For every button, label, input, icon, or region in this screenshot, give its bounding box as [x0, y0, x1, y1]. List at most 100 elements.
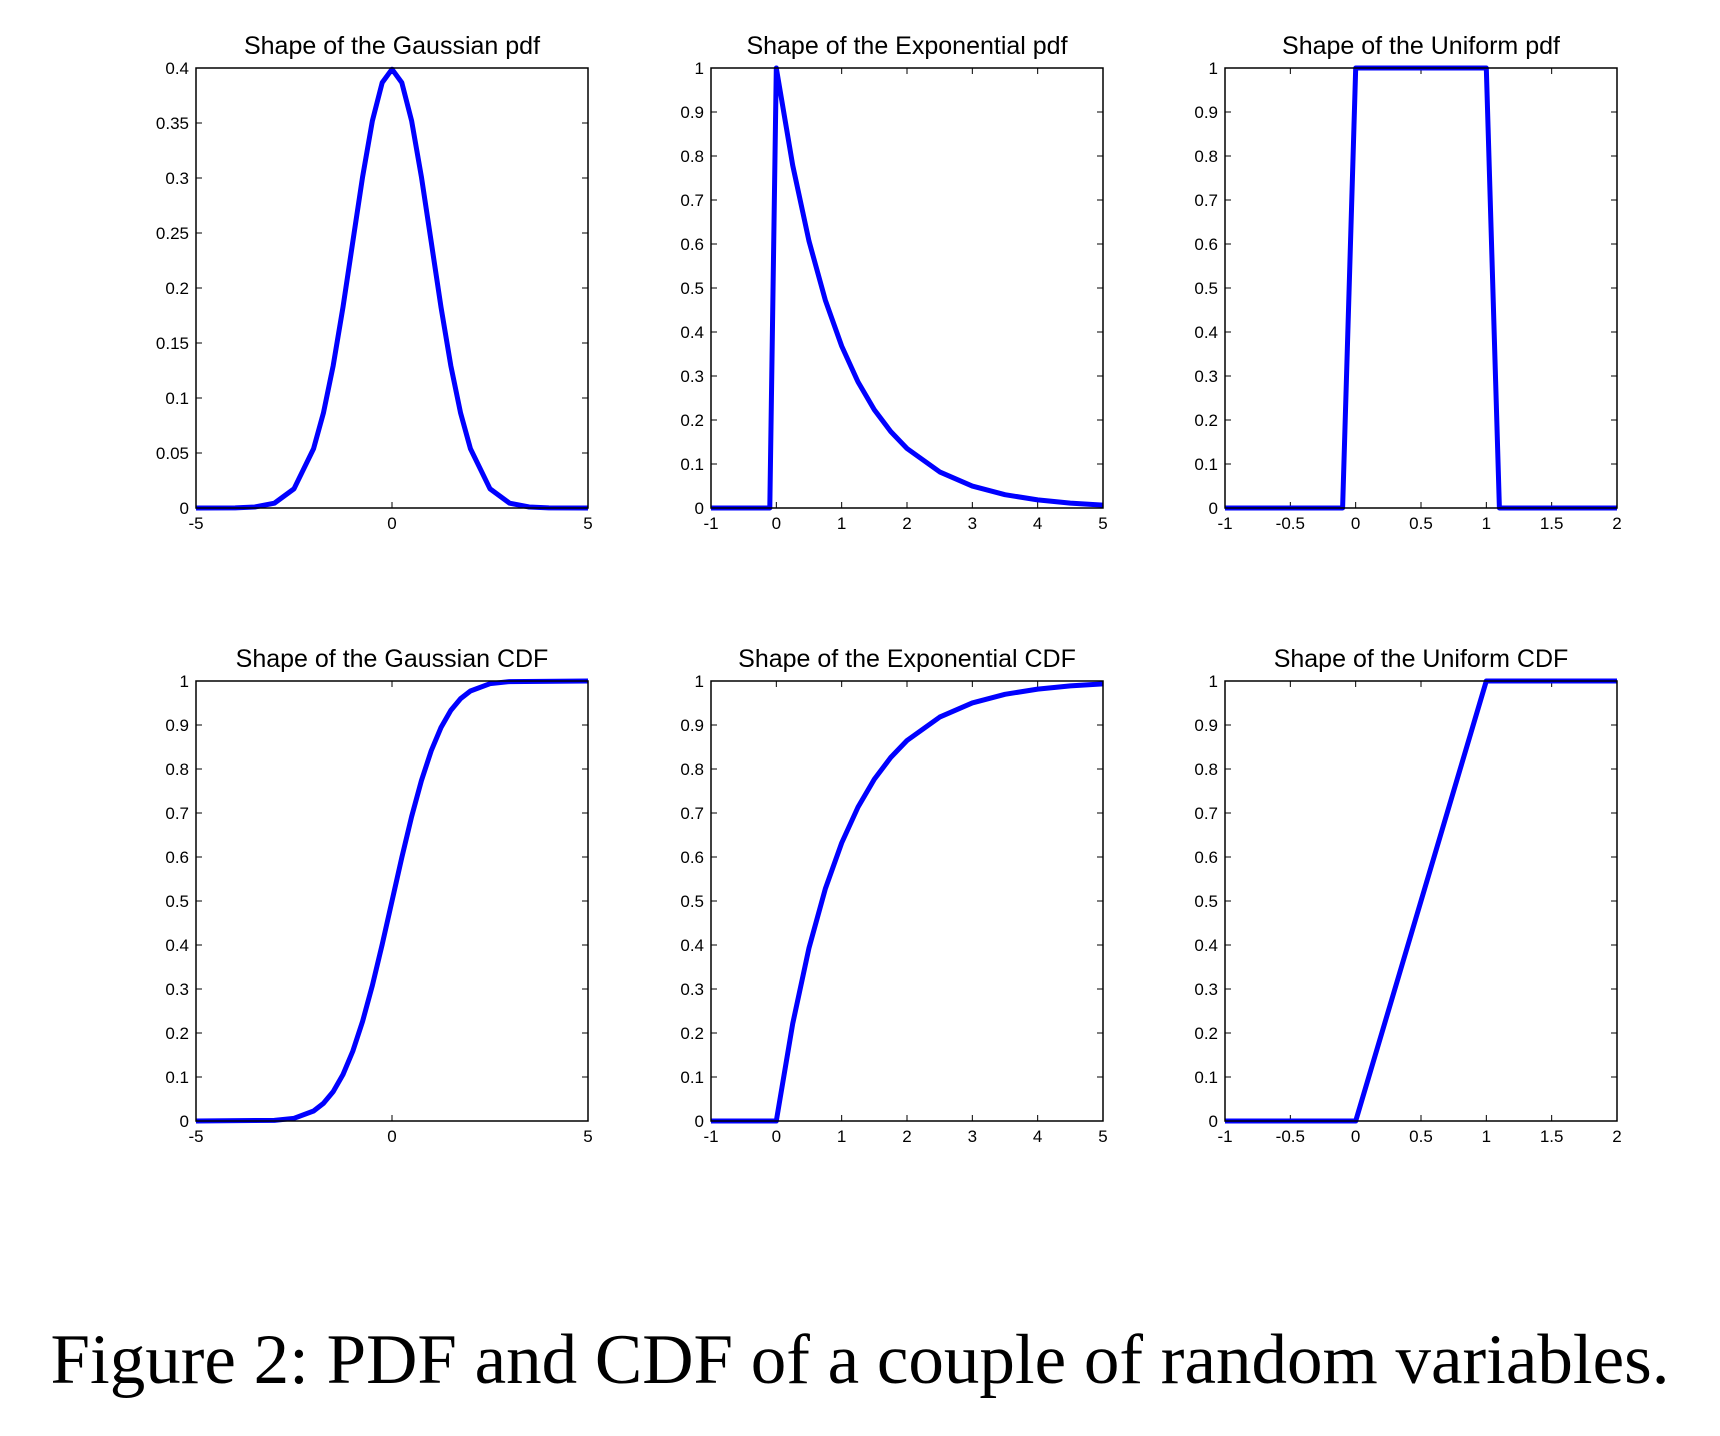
y-tick-label: 0 [1209, 1112, 1218, 1131]
y-tick-label: 0.7 [165, 804, 189, 823]
chart-title: Shape of the Exponential CDF [738, 645, 1076, 673]
x-tick-label: 3 [968, 514, 977, 533]
y-tick-label: 1 [695, 672, 704, 691]
chart-5: Shape of the Exponential CDF 0 0.1 0.2 0.3 0.… [680, 645, 1107, 1146]
series-line [1225, 678, 1617, 1124]
y-tick-label: 0.35 [156, 114, 189, 133]
y-tick-label: 0.4 [1194, 323, 1218, 342]
y-tick-label: 0.1 [680, 455, 704, 474]
y-tick-label: 0.4 [680, 936, 704, 955]
y-tick-label: 0.9 [1194, 716, 1218, 735]
x-tick-label: 2 [1612, 1127, 1621, 1146]
y-tick-label: 0.1 [165, 1068, 189, 1087]
y-tick-label: 0.5 [165, 892, 189, 911]
x-tick-label: 1.5 [1540, 1127, 1564, 1146]
chart-4: Shape of the Gaussian CDF 0 0.1 0.2 0.3 0.4 0.… [165, 645, 592, 1146]
y-tick-label: 0.3 [1194, 367, 1218, 386]
y-tick-label: 0.6 [680, 848, 704, 867]
y-tick-label: 0.8 [680, 147, 704, 166]
series-line [195, 66, 589, 511]
y-tick-label: 0.1 [1194, 1068, 1218, 1087]
y-tick-label: 1 [695, 59, 704, 78]
y-tick-label: 0.6 [165, 848, 189, 867]
x-tick-label: 2 [1612, 514, 1621, 533]
y-tick-label: 0.3 [165, 169, 189, 188]
y-tick-label: 0 [695, 1112, 704, 1131]
series-line [1225, 65, 1617, 511]
chart-title: Shape of the Uniform CDF [1274, 645, 1569, 673]
chart-title: Shape of the Uniform pdf [1282, 32, 1560, 60]
y-tick-label: 0.3 [680, 980, 704, 999]
y-tick-label: 0.9 [1194, 103, 1218, 122]
y-tick-label: 0.7 [1194, 191, 1218, 210]
y-tick-label: 0 [695, 499, 704, 518]
chart-3: Shape of the Uniform pdf 0 0.1 0.2 0.3 0.4 0.5… [1194, 32, 1621, 533]
x-tick-label: 5 [1098, 1127, 1107, 1146]
chart-1: Shape of the Gaussian pdf 0 0.05 0.1 0.15 0.2… [156, 32, 593, 533]
y-tick-label: 0.7 [1194, 804, 1218, 823]
chart-title: Shape of the Gaussian pdf [244, 32, 540, 60]
x-tick-label: 5 [1098, 514, 1107, 533]
x-tick-label: 3 [968, 1127, 977, 1146]
x-tick-label: -0.5 [1276, 1127, 1305, 1146]
y-tick-label: 0.05 [156, 444, 189, 463]
x-tick-label: 0 [772, 514, 781, 533]
x-tick-label: 0 [1351, 514, 1360, 533]
x-tick-label: 0.5 [1409, 514, 1433, 533]
x-tick-label: 4 [1033, 1127, 1042, 1146]
x-tick-label: 0 [387, 514, 396, 533]
x-tick-label: -1 [1217, 514, 1232, 533]
y-tick-label: 0.2 [680, 1024, 704, 1043]
series-line [711, 681, 1104, 1124]
y-tick-label: 0.5 [680, 279, 704, 298]
y-tick-label: 0.6 [680, 235, 704, 254]
series-line [711, 65, 1104, 511]
series-line [195, 678, 589, 1124]
x-tick-label: 1.5 [1540, 514, 1564, 533]
x-tick-label: -0.5 [1276, 514, 1305, 533]
y-tick-label: 0.8 [165, 760, 189, 779]
y-tick-label: 0 [1209, 499, 1218, 518]
y-tick-label: 0.2 [1194, 1024, 1218, 1043]
chart-title: Shape of the Exponential pdf [746, 32, 1067, 60]
y-tick-label: 0.4 [680, 323, 704, 342]
y-tick-label: 0.9 [165, 716, 189, 735]
x-tick-label: 1 [837, 1127, 846, 1146]
y-tick-label: 0.6 [1194, 848, 1218, 867]
y-tick-label: 0.3 [165, 980, 189, 999]
y-tick-label: 0.9 [680, 103, 704, 122]
x-tick-label: 2 [902, 1127, 911, 1146]
chart-2: Shape of the Exponential pdf 0 0.1 0.2 0.3 0.… [680, 32, 1107, 533]
y-tick-label: 1 [180, 672, 189, 691]
y-tick-label: 0.5 [1194, 892, 1218, 911]
x-tick-label: 0 [387, 1127, 396, 1146]
y-tick-label: 0.2 [680, 411, 704, 430]
x-tick-label: 1 [1482, 514, 1491, 533]
plot-frame [1224, 67, 1618, 509]
plot-frame [195, 67, 589, 509]
y-tick-label: 0.6 [1194, 235, 1218, 254]
y-tick-label: 0.4 [165, 59, 189, 78]
y-tick-label: 0.7 [680, 191, 704, 210]
y-tick-label: 0.8 [680, 760, 704, 779]
x-tick-label: 0.5 [1409, 1127, 1433, 1146]
x-tick-label: 0 [772, 1127, 781, 1146]
y-tick-label: 0.1 [165, 389, 189, 408]
y-tick-label: 0 [180, 1112, 189, 1131]
y-tick-label: 0.3 [1194, 980, 1218, 999]
x-tick-label: -5 [188, 1127, 203, 1146]
x-tick-label: -1 [1217, 1127, 1232, 1146]
x-tick-label: 1 [1482, 1127, 1491, 1146]
y-tick-label: 0.2 [165, 279, 189, 298]
x-tick-label: -5 [188, 514, 203, 533]
y-tick-label: 0.15 [156, 334, 189, 353]
x-tick-label: -1 [703, 514, 718, 533]
y-tick-label: 0.2 [1194, 411, 1218, 430]
y-tick-label: 0.5 [680, 892, 704, 911]
plot-frame [710, 680, 1104, 1122]
y-tick-label: 1 [1209, 672, 1218, 691]
y-tick-label: 0.8 [1194, 760, 1218, 779]
y-tick-label: 0.25 [156, 224, 189, 243]
plot-frame [1224, 680, 1618, 1122]
y-tick-label: 0.8 [1194, 147, 1218, 166]
